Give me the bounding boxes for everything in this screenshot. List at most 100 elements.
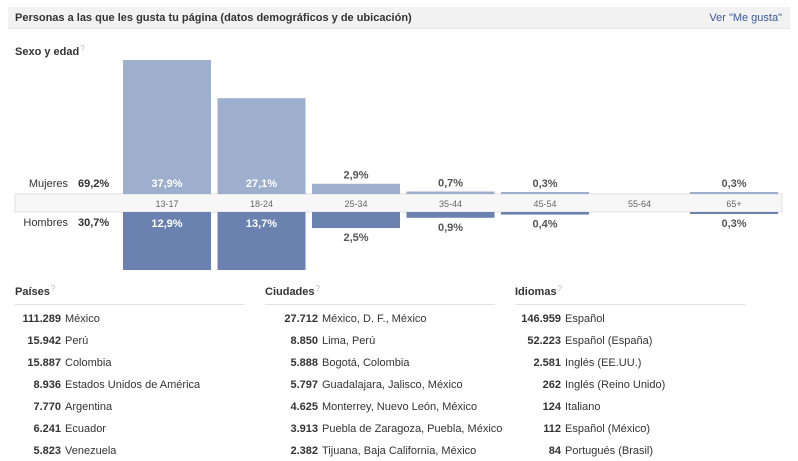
list-item: 15.887 Colombia (15, 352, 200, 374)
list-item: 15.942 Perú (15, 330, 200, 352)
men-data-label: 0,3% (721, 218, 746, 230)
item-name: Español (México) (565, 423, 650, 435)
languages-title-text: Idiomas (515, 286, 557, 298)
list-item: 5.797 Guadalajara, Jalisco, México (265, 374, 502, 396)
languages-list: 146.959 Español 52.223 Español (España) 2.58… (515, 308, 665, 461)
men-data-label: 12,9% (151, 218, 182, 230)
view-likes-link[interactable]: Ver "Me gusta" (709, 12, 782, 24)
age-gender-title: Sexo y edad? (15, 44, 85, 58)
age-gender-title-text: Sexo y edad (15, 46, 80, 58)
men-data-label: 0,4% (532, 219, 557, 231)
item-name: México, D. F., México (322, 313, 427, 325)
list-item: 2.581 Inglés (EE.UU.) (515, 352, 665, 374)
cities-title-text: Ciudades (265, 286, 315, 298)
item-count: 124 (542, 401, 561, 413)
list-item: 112 Español (México) (515, 418, 665, 440)
age-tick-label: 45-54 (533, 199, 556, 209)
list-item: 84 Portugués (Brasil) (515, 440, 665, 461)
men-bar (690, 212, 778, 214)
list-item: 8.850 Lima, Perú (265, 330, 502, 352)
languages-title: Idiomas? (515, 284, 563, 298)
list-item: 3.913 Puebla de Zaragoza, Puebla, México (265, 418, 502, 440)
age-tick-label: 65+ (726, 199, 741, 209)
item-count: 111.289 (22, 313, 61, 325)
item-count: 52.223 (527, 335, 561, 347)
men-bar (406, 212, 495, 218)
item-count: 2.382 (290, 445, 318, 457)
item-name: Italiano (565, 401, 601, 413)
age-tick-label: 35-44 (439, 199, 462, 209)
age-tick-label: 13-17 (155, 199, 178, 209)
languages-divider (515, 304, 745, 305)
women-bar (501, 192, 589, 194)
countries-title: Países? (15, 284, 56, 298)
item-count: 5.823 (33, 445, 61, 457)
women-data-label: 0,3% (721, 178, 746, 190)
item-name: Portugués (Brasil) (565, 445, 654, 457)
item-name: Inglés (Reino Unido) (565, 379, 666, 391)
item-count: 7.770 (33, 401, 61, 413)
item-count: 3.913 (290, 423, 318, 435)
item-name: Español (565, 313, 605, 325)
list-item: 2.382 Tijuana, Baja California, México (265, 440, 502, 461)
women-bar (123, 60, 211, 194)
panel-header: Personas a las que les gusta tu página (… (8, 7, 790, 29)
women-bar (690, 192, 778, 194)
men-data-label: 0,9% (438, 222, 463, 234)
countries-list: 111.289 México 15.942 Perú 15.887 Colombia 8.9… (15, 308, 200, 461)
item-count: 146.959 (521, 313, 561, 325)
item-count: 262 (542, 379, 561, 391)
item-count: 5.888 (290, 357, 318, 369)
item-name: Estados Unidos de América (65, 379, 201, 391)
help-icon[interactable]: ? (315, 284, 320, 293)
item-count: 5.797 (290, 379, 318, 391)
item-count: 8.850 (290, 335, 318, 347)
item-count: 112 (543, 423, 561, 435)
cities-list: 27.712 México, D. F., México 8.850 Lima, Pe… (265, 308, 502, 461)
countries-title-text: Países (15, 286, 50, 298)
item-count: 15.942 (27, 335, 61, 347)
list-item: 124 Italiano (515, 396, 665, 418)
age-tick-label: 18-24 (250, 199, 273, 209)
item-name: Colombia (65, 357, 112, 369)
women-data-label: 2,9% (343, 170, 368, 182)
help-icon[interactable]: ? (80, 44, 85, 53)
item-count: 27.712 (284, 313, 318, 325)
item-name: Guadalajara, Jalisco, México (322, 379, 463, 391)
men-data-label: 2,5% (343, 232, 368, 244)
cities-divider (265, 304, 495, 305)
item-count: 15.887 (27, 357, 61, 369)
women-label: Mujeres (29, 178, 69, 190)
list-item: 52.223 Español (España) (515, 330, 665, 352)
list-item: 6.241 Ecuador (15, 418, 200, 440)
cities-title: Ciudades? (265, 284, 320, 298)
help-icon[interactable]: ? (50, 284, 56, 293)
men-label: Hombres (23, 217, 68, 229)
list-item: 5.823 Venezuela (15, 440, 200, 461)
women-bar (217, 98, 306, 194)
men-bar (123, 212, 211, 270)
item-name: Argentina (65, 401, 113, 413)
men-data-label: 13,7% (246, 218, 277, 230)
men-bar (312, 212, 400, 229)
men-bar (501, 212, 589, 215)
item-count: 8.936 (33, 379, 61, 391)
age-tick-label: 55-64 (628, 199, 651, 209)
item-name: Lima, Perú (322, 335, 376, 347)
list-item: 4.625 Monterrey, Nuevo León, México (265, 396, 502, 418)
women-bar (312, 183, 400, 194)
list-item: 5.888 Bogotá, Colombia (265, 352, 502, 374)
item-name: Bogotá, Colombia (322, 357, 410, 369)
list-item: 27.712 México, D. F., México (265, 308, 502, 330)
item-count: 84 (548, 445, 561, 457)
help-icon[interactable]: ? (557, 284, 563, 293)
countries-divider (15, 304, 245, 305)
item-name: Español (España) (565, 335, 653, 347)
men-total: 30,7% (78, 217, 109, 229)
item-name: Puebla de Zaragoza, Puebla, México (322, 423, 503, 435)
age-tick-label: 25-34 (344, 199, 367, 209)
women-data-label: 37,9% (151, 178, 182, 190)
list-item: 262 Inglés (Reino Unido) (515, 374, 666, 396)
item-name: Inglés (EE.UU.) (565, 357, 642, 369)
item-count: 2.581 (533, 357, 561, 369)
